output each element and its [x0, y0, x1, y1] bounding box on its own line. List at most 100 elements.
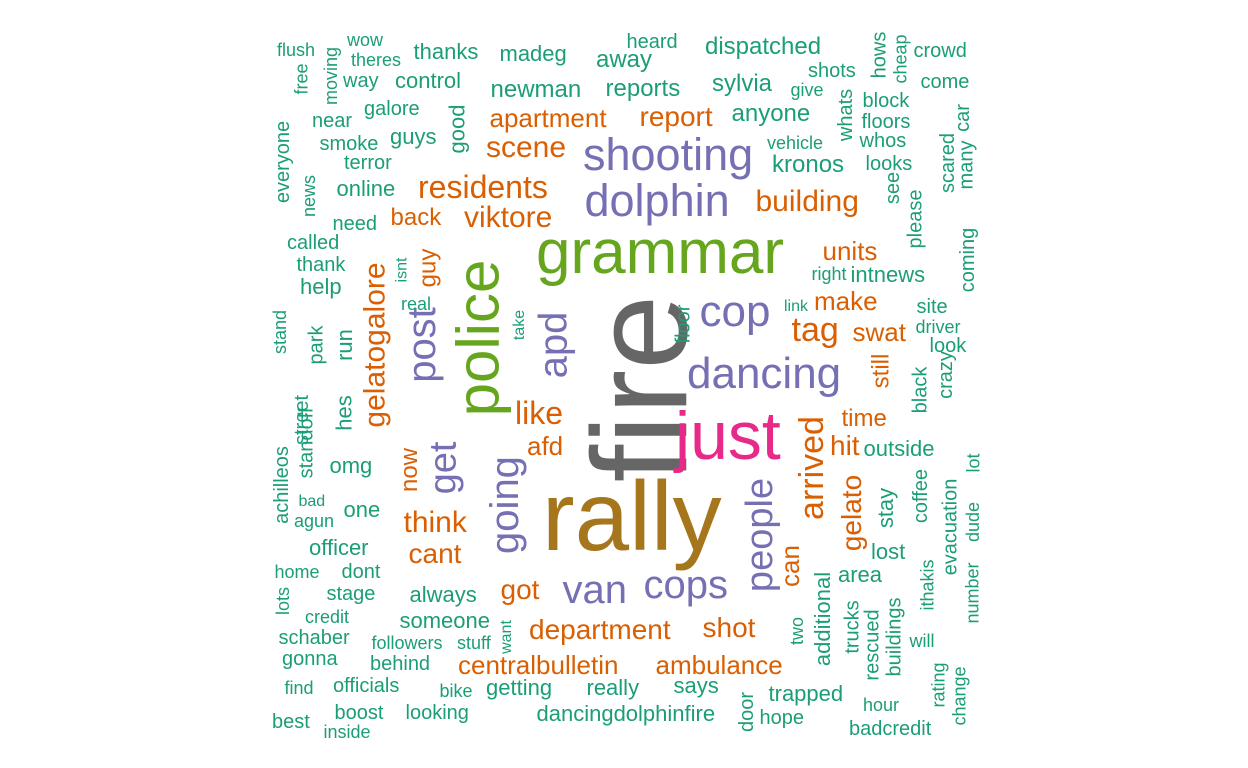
word-can: can	[774, 545, 805, 587]
word-really: really	[586, 675, 640, 700]
word-flush: flush	[277, 40, 316, 60]
word-door: door	[736, 691, 759, 733]
word-looking: looking	[405, 702, 469, 724]
word-moving: moving	[321, 46, 342, 106]
word-department: department	[529, 614, 671, 645]
word-wow: wow	[347, 30, 384, 50]
word-residents: residents	[418, 169, 548, 205]
word-trapped: trapped	[768, 681, 844, 706]
word-rescued: rescued	[861, 609, 884, 681]
word-achilleos: achilleos	[270, 446, 293, 524]
word-look: look	[929, 335, 967, 357]
word-report: report	[639, 101, 713, 132]
word-lots: lots	[273, 586, 294, 616]
word-just: just	[675, 398, 781, 474]
word-coming: coming	[957, 227, 980, 293]
word-arrived: arrived	[792, 416, 831, 520]
word-like: like	[515, 395, 564, 431]
word-away: away	[596, 46, 653, 73]
word-now: now	[396, 447, 424, 493]
word-evacuation: evacuation	[938, 478, 961, 576]
word-sylvia: sylvia	[712, 70, 773, 97]
word-think: think	[403, 506, 467, 539]
word-area: area	[838, 562, 883, 587]
word-come: come	[920, 71, 970, 93]
word-right: right	[811, 264, 847, 284]
word-need: need	[332, 213, 378, 235]
word-smoke: smoke	[319, 133, 379, 155]
word-want: want	[497, 620, 515, 654]
word-thank: thank	[296, 254, 346, 276]
word-grammar: grammar	[536, 218, 785, 287]
word-online: online	[336, 176, 396, 201]
word-gelato: gelato	[836, 474, 868, 552]
word-dolphin: dolphin	[584, 174, 730, 226]
word-back: back	[390, 204, 442, 231]
word-floors: floors	[861, 111, 911, 133]
word-outside: outside	[863, 436, 935, 461]
word-take: take	[511, 309, 529, 341]
word-afd: afd	[527, 431, 564, 461]
word-swat: swat	[852, 317, 906, 347]
word-rally: rally	[542, 461, 722, 571]
word-guys: guys	[390, 124, 437, 149]
word-standoff: standoff	[294, 407, 317, 479]
word-thanks: thanks	[413, 39, 479, 64]
word-get: get	[421, 441, 464, 495]
word-kronos: kronos	[772, 151, 845, 178]
word-dude: dude	[963, 501, 984, 543]
word-says: says	[673, 673, 719, 698]
word-followers: followers	[371, 633, 443, 653]
word-officials: officials	[333, 675, 400, 697]
word-ithakis: ithakis	[917, 559, 938, 611]
word-coffee: coffee	[910, 468, 933, 524]
word-free: free	[291, 63, 312, 95]
word-scared: scared	[937, 132, 960, 194]
word-always: always	[409, 582, 477, 607]
word-credit: credit	[305, 607, 350, 627]
word-cant: cant	[408, 538, 462, 569]
word-whats: whats	[835, 88, 858, 142]
word-good: good	[443, 104, 469, 154]
word-control: control	[395, 68, 462, 93]
word-tag: tag	[791, 311, 839, 349]
word-madeg: madeg	[499, 41, 567, 66]
word-crowd: crowd	[913, 40, 967, 62]
word-terror: terror	[344, 152, 392, 174]
word-apartment: apartment	[489, 103, 607, 133]
word-hows: hows	[867, 31, 890, 79]
word-units: units	[822, 236, 878, 266]
word-officer: officer	[309, 535, 369, 560]
word-shot: shot	[702, 612, 756, 643]
word-car: car	[951, 104, 974, 132]
word-lot: lot	[963, 453, 984, 473]
word-whos: whos	[859, 130, 907, 152]
word-park: park	[304, 325, 327, 365]
word-cop: cop	[699, 287, 771, 336]
word-guy: guy	[413, 248, 441, 288]
word-stand: stand	[270, 309, 291, 355]
word-galore: galore	[364, 98, 420, 120]
word-bike: bike	[439, 681, 473, 701]
word-driver: driver	[915, 317, 961, 337]
word-way: way	[343, 70, 379, 92]
word-make: make	[814, 286, 878, 316]
word-one: one	[343, 497, 381, 522]
word-centralbulletin: centralbulletin	[458, 650, 619, 680]
word-stuff: stuff	[457, 633, 491, 653]
word-hope: hope	[759, 707, 805, 729]
word-post: post	[399, 307, 444, 383]
word-give: give	[790, 80, 824, 100]
word-time: time	[841, 405, 887, 432]
word-scene: scene	[486, 131, 567, 164]
word-heard: heard	[626, 31, 678, 53]
word-will: will	[909, 631, 935, 651]
word-change: change	[949, 666, 970, 726]
word-dancingdolphinfire: dancingdolphinfire	[536, 701, 716, 726]
word-block: block	[862, 90, 910, 112]
word-best: best	[272, 711, 310, 733]
word-cops: cops	[643, 563, 729, 607]
word-hes: hes	[331, 395, 357, 431]
word-please: please	[903, 189, 926, 249]
